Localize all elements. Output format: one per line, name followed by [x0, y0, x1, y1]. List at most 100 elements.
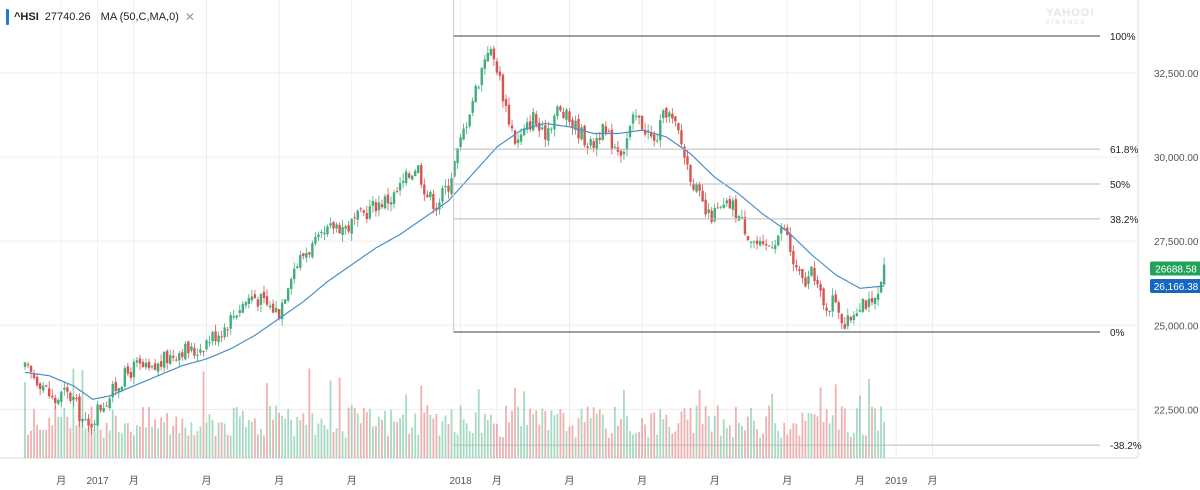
candle-body [559, 106, 562, 111]
candle-body [208, 342, 211, 344]
volume-bar [871, 406, 873, 458]
x-tick-label: 2019 [885, 476, 908, 487]
candle-body [277, 309, 281, 320]
candle-body [792, 250, 795, 265]
candle-body [150, 365, 154, 368]
volume-bar [771, 393, 774, 458]
candle-body [516, 139, 520, 143]
candle-body [60, 391, 63, 403]
volume-bar [580, 408, 583, 458]
volume-bar [877, 430, 879, 458]
ma-value-badge-text: 26,166.38 [1154, 282, 1199, 293]
candle-body [250, 296, 254, 301]
volume-bar [332, 431, 335, 458]
volume-bar [75, 425, 78, 458]
candle-body [175, 359, 178, 361]
volume-bar [456, 434, 459, 458]
volume-bar [214, 435, 217, 458]
volume-bar [632, 434, 634, 458]
y-tick-label: 32,500.00 [1154, 69, 1199, 80]
volume-bar [538, 424, 541, 458]
candle-body [411, 175, 414, 180]
candle-body [465, 126, 468, 128]
volume-bar [402, 414, 405, 458]
volume-bar [741, 426, 743, 458]
volume-bar [178, 432, 181, 458]
x-tick-label: 月 [637, 475, 647, 487]
candle-body [867, 298, 871, 307]
candle-body [568, 111, 571, 122]
candle-body [692, 184, 695, 190]
candle-body [513, 130, 517, 144]
candle-body [471, 101, 474, 113]
candle-body [51, 395, 54, 398]
volume-bar [807, 412, 810, 458]
x-tick-label: 月 [928, 475, 938, 487]
x-tick-label: 月 [782, 475, 792, 487]
candle-body [293, 268, 296, 280]
close-indicator-icon[interactable]: ✕ [184, 10, 195, 24]
volume-bar [390, 409, 392, 458]
candle-body [804, 277, 807, 287]
candle-body [211, 332, 214, 342]
fib-level-label: -38.2% [1110, 441, 1142, 452]
volume-bar [296, 416, 299, 458]
candle-body [432, 193, 435, 210]
candle-body [843, 324, 846, 329]
candle-body [607, 131, 611, 133]
volume-bar [417, 434, 420, 458]
symbol-name[interactable]: ^HSI [14, 11, 39, 23]
candle-body [486, 52, 490, 62]
candle-body [241, 304, 244, 313]
candle-body [283, 299, 287, 304]
volume-bar [441, 421, 444, 458]
volume-bar [96, 422, 99, 458]
x-tick-label: 月 [56, 475, 66, 487]
indicator-label[interactable]: MA (50,C,MA,0) [100, 11, 179, 23]
candle-body [144, 363, 148, 368]
candle-body [701, 190, 704, 202]
volume-bar [375, 426, 377, 458]
volume-bar [795, 423, 798, 458]
candle-body [317, 234, 320, 238]
volume-bar [477, 389, 480, 458]
candle-body [752, 241, 756, 243]
candle-body [640, 115, 644, 130]
volume-bar [450, 409, 453, 458]
candle-body [84, 419, 87, 421]
candle-body [29, 365, 33, 372]
volume-bar [547, 430, 550, 458]
candle-body [819, 284, 822, 291]
candle-body [858, 309, 862, 312]
candle-body [305, 253, 308, 258]
volume-bar [169, 434, 172, 458]
candle-body [414, 170, 417, 177]
candle-body [780, 227, 783, 234]
candle-body [377, 202, 381, 211]
volume-bar [142, 407, 144, 458]
candle-body [501, 74, 505, 102]
candle-body [834, 294, 837, 303]
volume-bar [102, 437, 105, 458]
volume-bar [299, 419, 302, 458]
candle-body [764, 243, 768, 246]
volume-bar [750, 407, 752, 458]
volume-bar [226, 434, 229, 458]
volume-bar [359, 423, 362, 458]
volume-bar [680, 411, 683, 458]
volume-bar [571, 425, 574, 458]
candle-body [504, 99, 508, 106]
candle-body [474, 86, 477, 103]
candle-body [398, 182, 402, 191]
x-tick-label: 月 [129, 475, 139, 487]
candle-body [147, 361, 151, 369]
candle-body [468, 114, 471, 127]
volume-bar [747, 416, 749, 458]
candle-body [256, 299, 260, 307]
candle-body [864, 300, 868, 309]
volume-bar [272, 419, 274, 458]
volume-bar [731, 437, 734, 458]
volume-bar [290, 419, 293, 458]
candle-body [553, 115, 556, 130]
